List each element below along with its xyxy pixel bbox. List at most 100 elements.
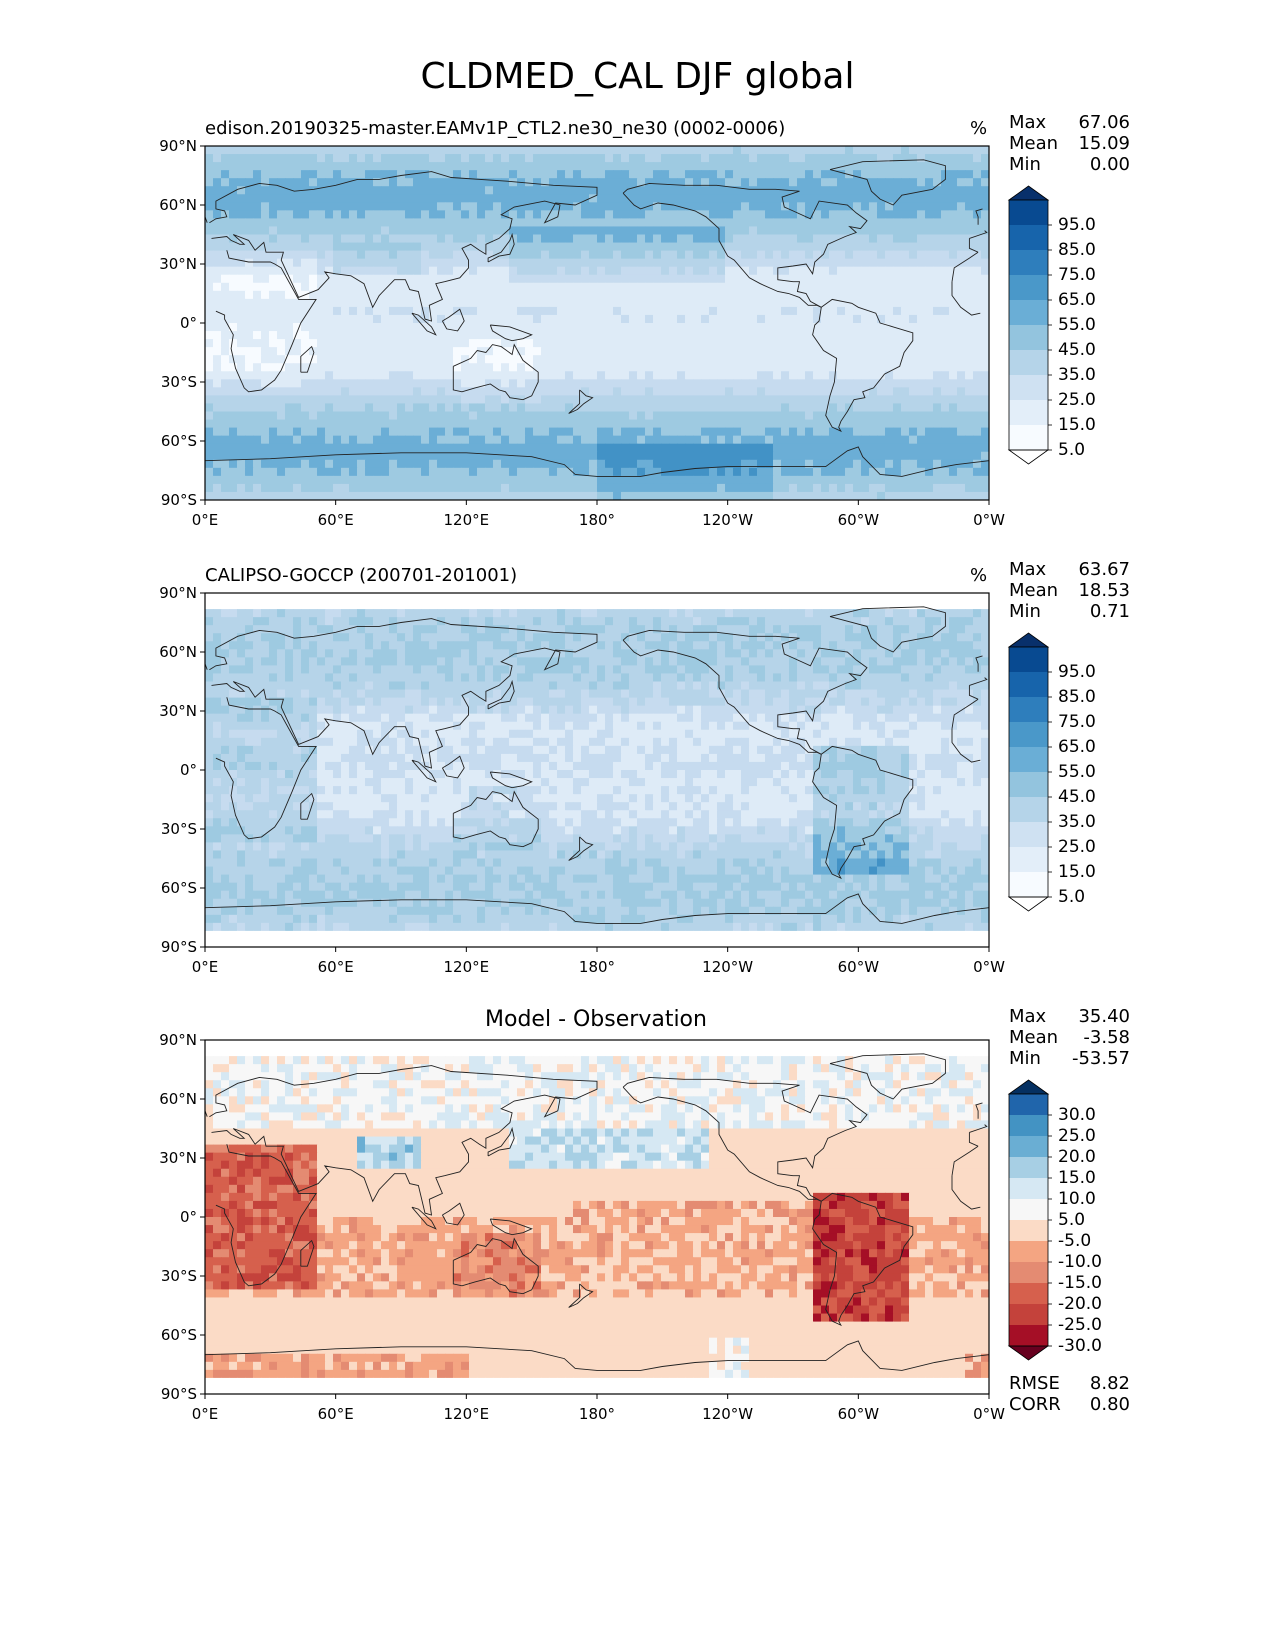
panel-1-field-cell bbox=[381, 323, 390, 332]
panel-1-field-cell bbox=[661, 395, 670, 405]
panel-1-field-cell bbox=[493, 451, 502, 461]
panel-1-field-cell bbox=[733, 379, 742, 388]
panel-1-field-cell bbox=[693, 451, 702, 461]
panel-2-field-cell bbox=[317, 601, 326, 610]
panel-1-field-cell bbox=[285, 427, 294, 437]
panel-1-field-cell bbox=[917, 443, 926, 453]
panel-1-field-cell bbox=[957, 210, 966, 220]
panel-1-field-cell bbox=[885, 451, 894, 461]
panel-2-field-cell bbox=[965, 625, 974, 634]
panel-1-field-cell bbox=[781, 347, 790, 356]
panel-2-field-cell bbox=[309, 625, 318, 634]
panel-1-field-cell bbox=[645, 162, 654, 171]
panel-1-field-cell bbox=[581, 250, 590, 260]
panel-1-field-cell bbox=[661, 443, 670, 453]
panel-2-field-cell bbox=[421, 633, 430, 642]
panel-1-field bbox=[205, 146, 989, 500]
panel-1-field-cell bbox=[717, 379, 726, 388]
panel-1-field-cell bbox=[853, 146, 862, 155]
panel-1-field-cell bbox=[973, 194, 982, 203]
panel-1-field-cell bbox=[285, 162, 294, 171]
panel-2-field-cell bbox=[365, 625, 374, 634]
panel-1-field-cell bbox=[453, 290, 462, 300]
panel-1-field-cell bbox=[357, 395, 366, 405]
panel-2-field-cell bbox=[917, 625, 926, 634]
panel-1-field-cell bbox=[285, 266, 294, 276]
panel-1-field-cell bbox=[605, 371, 614, 380]
panel-1-field-cell bbox=[309, 194, 318, 203]
panel-1-field-cell bbox=[741, 411, 750, 421]
panel-1-field-cell bbox=[765, 331, 774, 340]
panel-1-field-cell bbox=[293, 298, 302, 308]
panel-1-field-cell bbox=[829, 250, 838, 260]
panel-1-field-cell bbox=[933, 483, 942, 493]
panel-1-field-cell bbox=[893, 339, 902, 348]
panel-1-field-cell bbox=[597, 387, 606, 397]
panel-1-field-cell bbox=[821, 266, 830, 276]
panel-1-field-cell bbox=[333, 435, 342, 445]
panel-1-field-cell bbox=[693, 435, 702, 445]
panel-1-field-cell bbox=[269, 194, 278, 203]
panel-1-field-cell bbox=[437, 411, 446, 421]
panel-1-field-cell bbox=[741, 290, 750, 300]
panel-1-field-cell bbox=[813, 258, 822, 268]
panel-1-field-cell bbox=[973, 314, 982, 324]
panel-1-field-cell bbox=[645, 435, 654, 445]
panel-1-field-cell bbox=[445, 475, 454, 485]
panel-1-field-cell bbox=[541, 483, 550, 493]
panel-1-field-cell bbox=[861, 339, 870, 348]
panel-1-field-cell bbox=[349, 379, 358, 388]
panel-1-field-cell bbox=[357, 483, 366, 493]
panel-1-field-cell bbox=[821, 467, 830, 477]
panel-1-field-cell bbox=[981, 194, 989, 203]
panel-1-field-cell bbox=[301, 387, 310, 397]
panel-1-field-cell bbox=[757, 339, 766, 348]
panel-1-field-cell bbox=[789, 363, 798, 372]
panel-1-field-cell bbox=[629, 146, 638, 155]
panel-1-field-cell bbox=[445, 218, 454, 228]
panel-1-field-cell bbox=[309, 427, 318, 437]
panel-1-field-cell bbox=[445, 363, 454, 372]
panel-1-field-cell bbox=[381, 355, 390, 364]
panel-1-field-cell bbox=[981, 491, 989, 500]
panel-1-field-cell bbox=[957, 226, 966, 236]
panel-1-field-cell bbox=[957, 443, 966, 453]
panel-1-field-cell bbox=[605, 435, 614, 445]
panel-1-field-cell bbox=[581, 306, 590, 316]
panel-1-field-cell bbox=[525, 331, 534, 340]
panel-1-field-cell bbox=[933, 218, 942, 228]
panel-1-field-cell bbox=[701, 347, 710, 356]
panel-1-field-cell bbox=[773, 411, 782, 421]
panel-1-field-cell bbox=[941, 347, 950, 356]
panel-1-field-cell bbox=[341, 234, 350, 244]
panel-1-field-cell bbox=[525, 226, 534, 236]
panel-1-field-cell bbox=[445, 154, 454, 163]
panel-1-field-cell bbox=[773, 427, 782, 437]
panel-1-field-cell bbox=[957, 234, 966, 244]
panel-1-field-cell bbox=[565, 363, 574, 372]
panel-1-field-cell bbox=[893, 411, 902, 421]
panel-1-field-cell bbox=[261, 266, 270, 276]
panel-1-field-cell bbox=[685, 170, 694, 179]
panel-1-field-cell bbox=[605, 331, 614, 340]
panel-1-field-cell bbox=[253, 226, 262, 236]
panel-1-field-cell bbox=[965, 491, 974, 500]
panel-1-field-cell bbox=[869, 339, 878, 348]
panel-1-field-cell bbox=[541, 411, 550, 421]
panel-1-field-cell bbox=[253, 250, 262, 260]
panel-1-field-cell bbox=[653, 419, 662, 429]
panel-1-field-cell bbox=[669, 435, 678, 445]
panel-1-field-cell bbox=[237, 459, 246, 469]
panel-1-field-cell bbox=[869, 186, 878, 195]
panel-1-field-cell bbox=[373, 451, 382, 461]
panel-1-field-cell bbox=[805, 290, 814, 300]
panel-1-field-cell bbox=[477, 218, 486, 228]
panel-1-field-cell bbox=[525, 323, 534, 332]
panel-1-field-cell bbox=[245, 194, 254, 203]
panel-2-field-cell bbox=[373, 617, 382, 626]
panel-1-field-cell bbox=[293, 435, 302, 445]
panel-1-field-cell bbox=[245, 202, 254, 211]
panel-1-field-cell bbox=[309, 226, 318, 236]
panel-1-field-cell bbox=[829, 186, 838, 195]
panel-1-field-cell bbox=[669, 443, 678, 453]
